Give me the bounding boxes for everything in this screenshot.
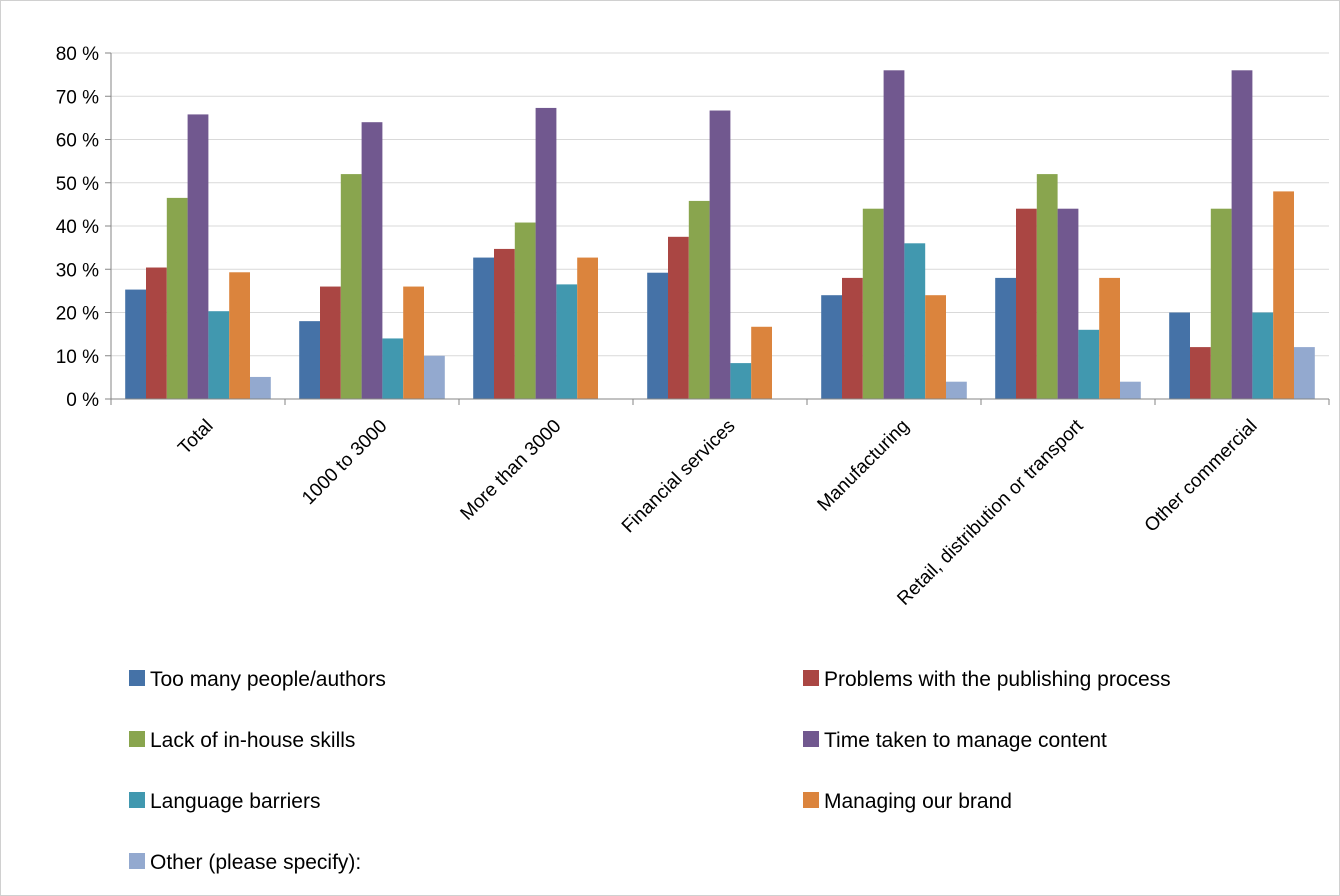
bar-financial-services-series-1 xyxy=(668,236,689,399)
bar-other-commercial-series-5 xyxy=(1273,191,1294,399)
legend-label: Too many people/authors xyxy=(150,668,386,691)
bar-financial-services-series-3 xyxy=(709,110,731,400)
legend-swatch xyxy=(803,670,819,686)
y-tick-label: 10 % xyxy=(56,347,99,368)
bar-more-than-3000-series-3 xyxy=(535,107,557,400)
bar-financial-services-series-5 xyxy=(751,326,772,399)
bar-total-series-3 xyxy=(187,114,209,399)
bar-1000-to-3000-series-1 xyxy=(320,286,341,399)
legend-label: Language barriers xyxy=(150,790,320,813)
bar-other-commercial-series-3 xyxy=(1231,70,1253,400)
bar-retail-distribution-or-transport-series-0 xyxy=(995,277,1016,399)
bar-1000-to-3000-series-2 xyxy=(340,174,362,399)
legend-label: Problems with the publishing process xyxy=(824,668,1171,691)
bar-manufacturing-series-2 xyxy=(862,208,884,399)
bar-total-series-0 xyxy=(125,289,146,399)
bar-1000-to-3000-series-6 xyxy=(424,355,445,399)
bar-manufacturing-series-6 xyxy=(946,381,967,399)
legend: Too many people/authors Problems with the… xyxy=(129,668,1171,874)
bar-total-series-6 xyxy=(250,376,271,399)
bar-more-than-3000-series-5 xyxy=(577,257,598,399)
legend-swatch xyxy=(129,731,145,747)
bar-more-than-3000-series-0 xyxy=(473,257,494,399)
legend-label: Managing our brand xyxy=(824,790,1012,813)
axes xyxy=(105,52,1330,405)
category-label: More than 3000 xyxy=(457,416,566,525)
legend-label: Time taken to manage content xyxy=(824,729,1107,752)
category-label: Manufacturing xyxy=(814,416,914,516)
bar-manufacturing-series-0 xyxy=(821,295,842,399)
bar-retail-distribution-or-transport-series-1 xyxy=(1016,208,1037,399)
y-tick-label: 0 % xyxy=(66,390,99,411)
bar-1000-to-3000-series-3 xyxy=(361,122,383,399)
category-label: 1000 to 3000 xyxy=(298,416,391,509)
bar-retail-distribution-or-transport-series-6 xyxy=(1120,381,1141,399)
bar-manufacturing-series-1 xyxy=(842,277,863,399)
bar-retail-distribution-or-transport-series-4 xyxy=(1078,329,1100,399)
y-tick-label: 40 % xyxy=(56,217,99,238)
bar-other-commercial-series-0 xyxy=(1169,312,1190,399)
bar-more-than-3000-series-1 xyxy=(494,248,515,399)
bar-manufacturing-series-3 xyxy=(883,70,905,400)
y-tick-label: 30 % xyxy=(56,260,99,281)
y-tick-label: 60 % xyxy=(56,131,99,152)
bar-more-than-3000-series-2 xyxy=(514,222,536,399)
bar-other-commercial-series-6 xyxy=(1294,347,1315,399)
bar-total-series-1 xyxy=(146,267,167,399)
bar-financial-services-series-0 xyxy=(647,272,668,399)
y-axis-tick-labels: 0 % 10 % 20 % 30 % 40 % 50 % 60 % 70 % 80 % xyxy=(56,44,99,411)
bar-financial-services-series-4 xyxy=(730,363,752,399)
category-label: Financial services xyxy=(618,416,740,538)
legend-label: Other (please specify): xyxy=(150,851,361,874)
bar-1000-to-3000-series-0 xyxy=(299,321,320,399)
legend-label: Lack of in-house skills xyxy=(150,729,355,752)
bar-manufacturing-series-4 xyxy=(904,243,926,399)
x-axis-category-labels: Total 1000 to 3000 More than 3000 Financial… xyxy=(174,415,1261,610)
bar-total-series-2 xyxy=(166,197,188,399)
bar-other-commercial-series-2 xyxy=(1210,208,1232,399)
legend-swatch xyxy=(803,731,819,747)
legend-swatch xyxy=(129,853,145,869)
bar-other-commercial-series-4 xyxy=(1252,312,1274,399)
bar-more-than-3000-series-4 xyxy=(556,284,578,399)
y-tick-label: 70 % xyxy=(56,87,99,108)
bar-total-series-5 xyxy=(229,272,250,399)
bar-retail-distribution-or-transport-series-2 xyxy=(1036,174,1058,399)
bar-1000-to-3000-series-5 xyxy=(403,286,424,399)
category-label: Total xyxy=(174,416,217,459)
bar-retail-distribution-or-transport-series-3 xyxy=(1057,208,1079,399)
y-tick-label: 50 % xyxy=(56,174,99,195)
bar-other-commercial-series-1 xyxy=(1190,347,1211,399)
legend-swatch xyxy=(803,792,819,808)
category-label: Other commercial xyxy=(1141,416,1262,537)
legend-swatch xyxy=(129,670,145,686)
y-tick-label: 20 % xyxy=(56,304,99,325)
bar-1000-to-3000-series-4 xyxy=(382,338,404,399)
bars xyxy=(125,70,1315,400)
category-label: Retail, distribution or transport xyxy=(893,415,1088,610)
bar-manufacturing-series-5 xyxy=(925,295,946,399)
bar-total-series-4 xyxy=(208,311,230,399)
bar-financial-services-series-2 xyxy=(688,200,710,399)
legend-swatch xyxy=(129,792,145,808)
y-tick-label: 80 % xyxy=(56,44,99,65)
bar-retail-distribution-or-transport-series-5 xyxy=(1099,277,1120,399)
